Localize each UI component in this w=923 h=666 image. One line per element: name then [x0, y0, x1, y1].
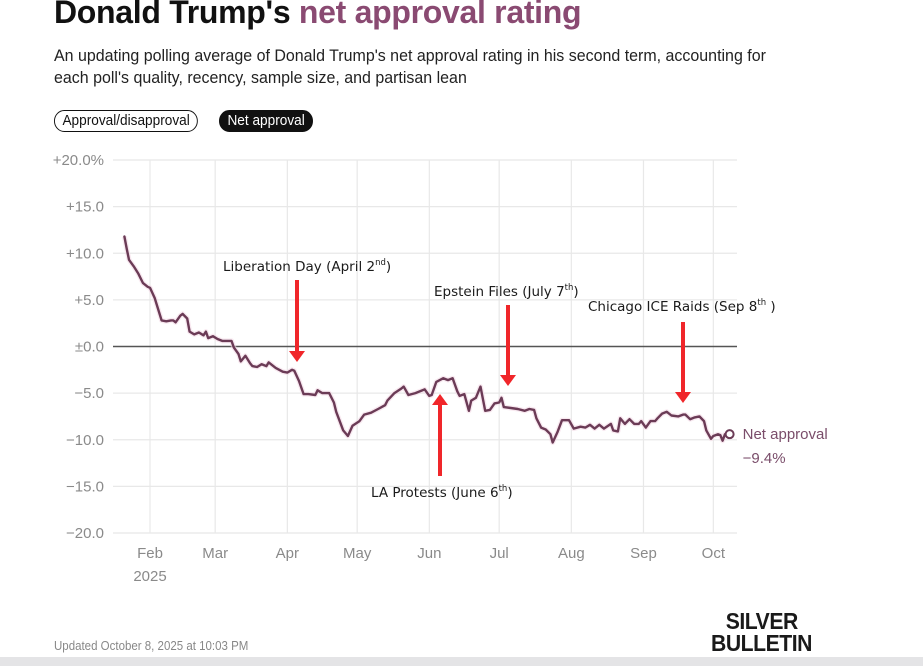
title-accent: net approval rating — [298, 0, 582, 30]
arrow-down-icon — [289, 351, 305, 362]
y-tick-label: +15.0 — [66, 199, 104, 216]
x-tick-label: Apr — [276, 545, 299, 562]
toggle-approval-disapproval[interactable]: Approval/disapproval — [54, 110, 199, 132]
series-line-net-approval — [123, 235, 731, 444]
y-tick-label: +5.0 — [74, 292, 104, 309]
arrow-up-icon — [432, 394, 448, 405]
chart-subtitle: An updating polling average of Donald Tr… — [54, 46, 766, 87]
updated-timestamp: Updated October 8, 2025 at 10:03 PM — [54, 639, 249, 653]
y-tick-label: −5.0 — [74, 385, 104, 402]
y-tick-label: +10.0 — [66, 245, 104, 262]
x-tick-label: Mar — [202, 545, 228, 562]
arrow-down-icon — [500, 375, 516, 386]
x-tick-label: Feb — [137, 545, 163, 562]
chart-title: Donald Trump's net approval rating — [54, 0, 582, 31]
arrow-down-icon — [675, 392, 691, 403]
x-tick-label: Jul — [490, 545, 509, 562]
logo-line-2: BULLETIN — [711, 630, 812, 656]
y-tick-label: −15.0 — [66, 478, 104, 495]
annotation-label: Chicago ICE Raids (Sep 8th ) — [588, 298, 776, 315]
silver-bulletin-logo: SILVER BULLETIN — [711, 608, 812, 656]
view-toggle-group: Approval/disapproval Net approval — [54, 110, 320, 132]
annotation-label: LA Protests (June 6th) — [371, 484, 513, 501]
annotation-label: Liberation Day (April 2nd) — [223, 258, 391, 275]
toggle-net-approval[interactable]: Net approval — [219, 110, 314, 132]
x-tick-label: Oct — [702, 545, 726, 562]
series-end-marker — [724, 429, 735, 440]
x-tick-label: Sep — [630, 545, 657, 562]
bottom-bar — [0, 657, 923, 666]
x-tick-label: May — [343, 545, 372, 562]
y-tick-label: −10.0 — [66, 432, 104, 449]
x-tick-label: Jun — [417, 545, 441, 562]
series-end-label: Net approval — [743, 426, 828, 443]
y-tick-label: −20.0 — [66, 525, 104, 542]
annotation-label: Epstein Files (July 7th) — [434, 283, 579, 300]
y-tick-label: ±0.0 — [75, 339, 104, 356]
title-plain: Donald Trump's — [54, 0, 291, 30]
y-tick-label: +20.0% — [53, 152, 104, 169]
series-end-value: −9.4% — [743, 450, 786, 467]
logo-line-1: SILVER — [725, 608, 799, 634]
x-tick-label: Aug — [558, 545, 585, 562]
x-tick-sublabel: 2025 — [133, 568, 166, 585]
